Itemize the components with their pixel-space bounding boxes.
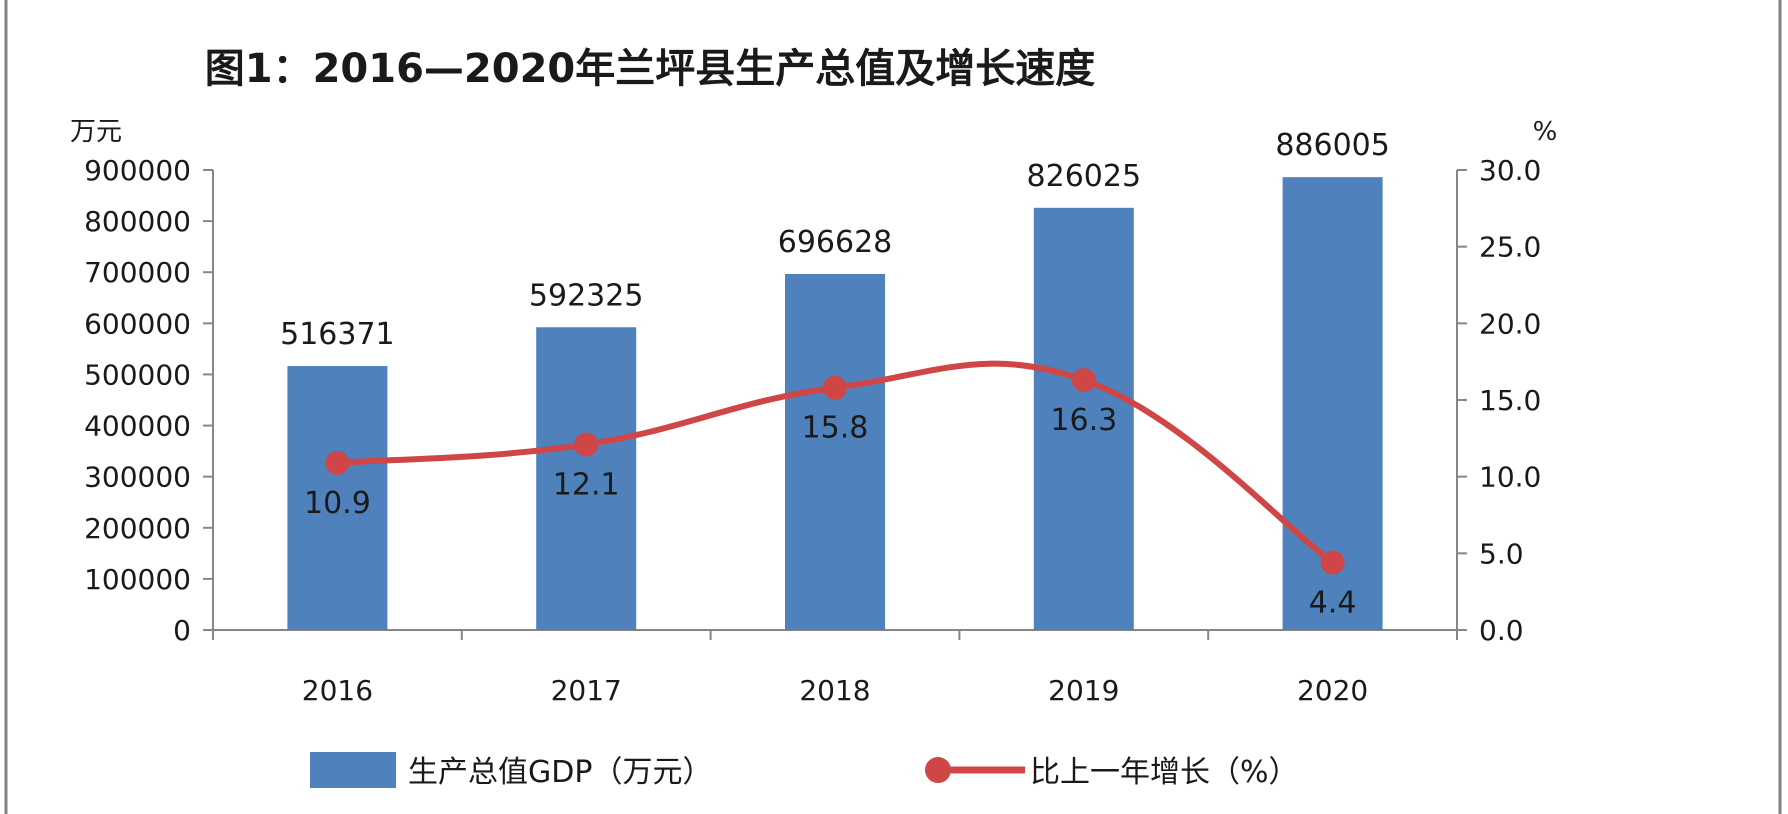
- left-tick-label: 700000: [84, 256, 191, 289]
- growth-point: [1071, 368, 1096, 393]
- left-tick-label: 900000: [84, 154, 191, 187]
- left-tick-label: 500000: [84, 358, 191, 391]
- left-tick-label: 200000: [84, 512, 191, 545]
- bar-data-labels: 516371 592325 696628 826025 886005: [280, 128, 1390, 352]
- line-series: [325, 360, 1345, 575]
- gdp-bar-label: 886005: [1275, 128, 1390, 163]
- left-tick-label: 600000: [84, 307, 191, 340]
- gdp-bar: [287, 366, 388, 630]
- left-tick-label: 400000: [84, 410, 191, 443]
- legend-bar-swatch: [310, 752, 396, 788]
- legend-bar-label: 生产总值GDP（万元）: [408, 755, 712, 790]
- bar-series: [287, 177, 1383, 630]
- legend: 生产总值GDP（万元） 比上一年增长（%）: [310, 752, 1299, 790]
- gdp-bar-label: 592325: [529, 278, 644, 313]
- right-tick-label: 30.0: [1479, 154, 1541, 187]
- gdp-bar-label: 516371: [280, 317, 395, 352]
- gdp-bar-label: 696628: [778, 225, 893, 260]
- left-axis-unit: 万元: [70, 117, 122, 147]
- left-tick-label: 0: [173, 614, 191, 647]
- category-labels: 2016 2017 2018 2019 2020: [302, 674, 1368, 707]
- growth-point: [823, 375, 847, 400]
- left-tick-label: 300000: [84, 461, 191, 494]
- growth-label: 10.9: [304, 486, 371, 521]
- legend-line-marker: [925, 757, 951, 783]
- growth-label: 16.3: [1050, 403, 1117, 438]
- category-label: 2017: [551, 674, 622, 707]
- right-tick-label: 5.0: [1479, 537, 1524, 570]
- right-tick-label: 0.0: [1479, 614, 1524, 647]
- gdp-bar: [1033, 207, 1134, 630]
- gdp-bar: [536, 327, 637, 630]
- left-tick-label: 800000: [84, 205, 191, 238]
- chart-title: 图1：2016—2020年兰坪县生产总值及增长速度: [205, 46, 1096, 92]
- growth-point: [1320, 550, 1345, 575]
- growth-label: 15.8: [802, 411, 869, 446]
- right-tick-label: 10.0: [1479, 461, 1541, 494]
- gdp-bar-label: 826025: [1027, 159, 1142, 194]
- growth-label: 4.4: [1309, 586, 1357, 621]
- right-tick-label: 20.0: [1479, 307, 1541, 340]
- right-tick-label: 15.0: [1479, 384, 1541, 417]
- growth-label: 12.1: [553, 467, 620, 502]
- line-data-labels: 10.9 12.1 15.8 16.3 4.4: [304, 403, 1356, 620]
- category-label: 2016: [302, 674, 373, 707]
- growth-point: [325, 450, 350, 475]
- growth-point: [574, 432, 599, 457]
- right-axis-ticks: 0.0 5.0 10.0 15.0 20.0 25.0 30.0: [1457, 154, 1541, 647]
- left-tick-label: 100000: [84, 563, 191, 596]
- category-label: 2018: [799, 674, 870, 707]
- legend-line-label: 比上一年增长（%）: [1030, 755, 1299, 790]
- right-tick-label: 25.0: [1479, 231, 1541, 264]
- left-axis-ticks: 0 100000 200000 300000 400000 500000 600000 700…: [84, 154, 213, 647]
- category-label: 2019: [1048, 674, 1119, 707]
- gdp-bar: [785, 273, 885, 630]
- category-label: 2020: [1297, 674, 1368, 707]
- right-axis-unit: %: [1533, 117, 1558, 147]
